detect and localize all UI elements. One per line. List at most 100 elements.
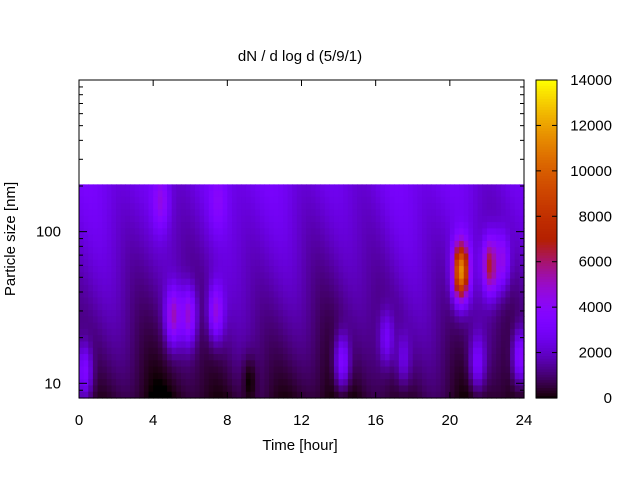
heatmap-cell [162, 253, 168, 261]
heatmap-cell [380, 372, 386, 380]
heatmap-cell [287, 209, 293, 217]
heatmap-cell [255, 253, 261, 261]
heatmap-cell [361, 322, 367, 330]
heatmap-cell [255, 272, 261, 280]
heatmap-cell [510, 184, 516, 192]
heatmap-cell [389, 297, 395, 305]
heatmap-cell [176, 379, 182, 387]
heatmap-cell [357, 354, 363, 361]
heatmap-cell [431, 310, 437, 317]
heatmap-cell [120, 291, 126, 299]
heatmap-cell [190, 341, 196, 349]
heatmap-cell [338, 209, 344, 217]
heatmap-cell [194, 228, 201, 236]
heatmap-cell [357, 347, 363, 355]
heatmap-cell [435, 234, 442, 242]
heatmap-cell [310, 266, 317, 273]
heatmap-cell [273, 240, 279, 248]
colorbar-swatch [536, 326, 557, 330]
heatmap-cell [315, 341, 321, 349]
heatmap-cell [505, 347, 511, 355]
heatmap-cell [83, 291, 89, 299]
heatmap-cell [180, 385, 187, 393]
heatmap-cell [468, 228, 474, 236]
heatmap-cell [111, 234, 117, 242]
heatmap-cell [463, 184, 469, 192]
heatmap-cell [129, 190, 136, 198]
heatmap-cell [343, 284, 349, 292]
heatmap-cell [394, 379, 400, 387]
heatmap-cell [352, 259, 358, 267]
heatmap-cell [320, 297, 326, 305]
colorbar-swatch [536, 130, 557, 134]
heatmap-cell [440, 391, 446, 399]
heatmap-cell [426, 272, 432, 280]
heatmap-cell [190, 391, 196, 399]
colorbar-swatch [536, 254, 557, 259]
heatmap-cell [120, 391, 126, 399]
heatmap-cell [459, 266, 465, 273]
heatmap-cell [227, 328, 233, 336]
heatmap-cell [389, 303, 395, 311]
colorbar-swatch [536, 239, 557, 243]
heatmap-cell [273, 354, 279, 361]
heatmap-cell [241, 234, 247, 242]
heatmap-cell [482, 303, 488, 311]
heatmap-cell [435, 247, 442, 255]
heatmap-cell [463, 379, 469, 387]
heatmap-cell [167, 272, 173, 280]
heatmap-cell [278, 328, 284, 336]
colorbar-swatch [536, 366, 557, 370]
heatmap-cell [218, 372, 224, 380]
heatmap-cell [208, 360, 215, 368]
heatmap-cell [273, 316, 279, 324]
heatmap-cell [454, 209, 460, 217]
heatmap-cell [143, 203, 150, 211]
heatmap-cell [111, 278, 117, 286]
heatmap-cell [296, 215, 303, 223]
heatmap-cell [106, 190, 113, 198]
heatmap-cell [500, 335, 507, 343]
heatmap-cell [454, 247, 460, 255]
heatmap-cell [486, 385, 493, 393]
heatmap-cell [116, 297, 122, 305]
heatmap-cell [315, 278, 321, 286]
heatmap-cell [171, 196, 177, 204]
heatmap-cell [408, 310, 414, 317]
heatmap-cell [153, 391, 159, 399]
heatmap-cell [236, 196, 242, 204]
heatmap-cell [468, 328, 474, 336]
heatmap-cell [139, 228, 145, 236]
heatmap-cell [500, 259, 507, 267]
heatmap-cell [473, 253, 479, 261]
colorbar-swatch [536, 313, 557, 317]
colorbar-swatch [536, 133, 557, 137]
heatmap-cell [449, 360, 456, 368]
heatmap-cell [449, 234, 456, 242]
heatmap-cell [236, 328, 242, 336]
heatmap-cell [227, 209, 233, 217]
colorbar-tick-label: 8000 [579, 208, 612, 225]
heatmap-cell [408, 209, 414, 217]
heatmap-cell [440, 310, 446, 317]
heatmap-cell [301, 360, 307, 368]
heatmap-cell [264, 360, 270, 368]
heatmap-cell [111, 379, 117, 387]
heatmap-cell [380, 347, 386, 355]
heatmap-cell [83, 190, 89, 198]
heatmap-cell [403, 266, 409, 273]
heatmap-cell [120, 310, 126, 317]
heatmap-cell [473, 247, 479, 255]
heatmap-cell [357, 234, 363, 242]
colorbar-swatch [536, 178, 557, 182]
heatmap-cell [287, 284, 293, 292]
heatmap-cell [264, 310, 270, 317]
heatmap-cell [343, 253, 349, 261]
heatmap-cell [347, 247, 354, 255]
heatmap-cell [208, 379, 215, 387]
heatmap-cell [231, 234, 238, 242]
heatmap-cell [301, 347, 307, 355]
heatmap-cell [213, 347, 219, 355]
heatmap-cell [301, 222, 307, 229]
heatmap-cell [496, 247, 502, 255]
